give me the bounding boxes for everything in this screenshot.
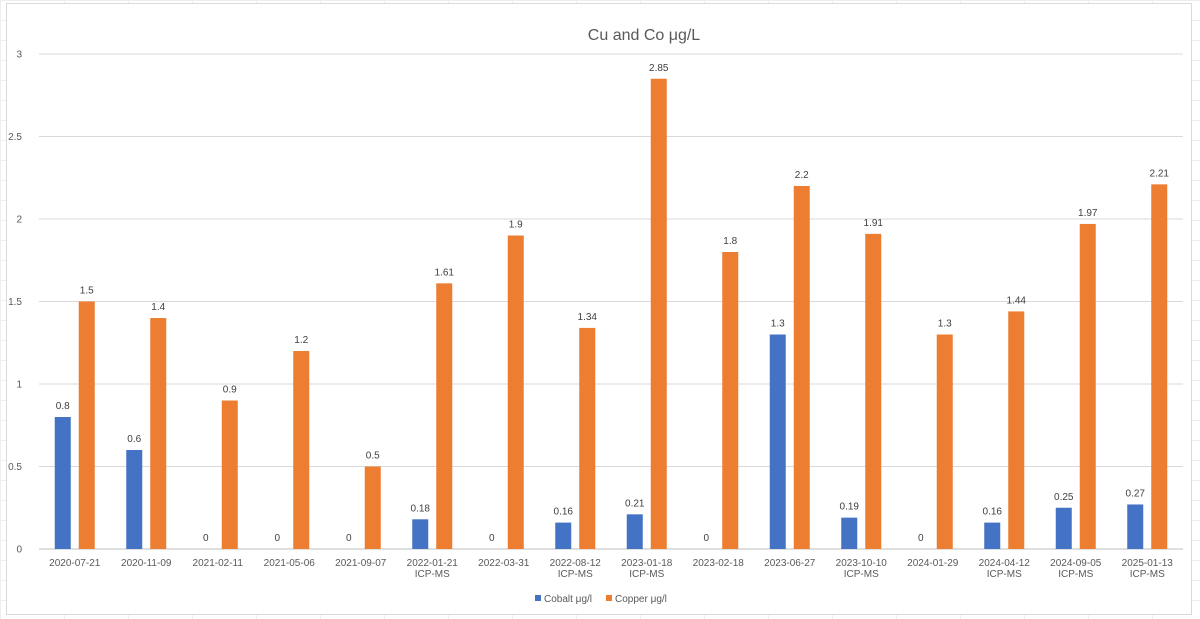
x-tick-label: 2025-01-13 — [1122, 558, 1174, 569]
x-tick-label: 2020-11-09 — [121, 558, 172, 569]
y-tick-label: 1 — [16, 380, 22, 391]
copper-bar[interactable] — [936, 334, 953, 550]
data-label: 1.2 — [294, 335, 308, 346]
x-tick-label: 2023-02-18 — [693, 558, 745, 569]
x-tick-label: 2021-05-06 — [264, 558, 316, 569]
x-tick-label: ICP-MS — [629, 569, 664, 580]
copper-bar[interactable] — [293, 351, 310, 549]
bar-chart: Cu and Co μg/L 0 0.5 1 1.5 2 2.5 3 0.8 1.5 0.6 1.… — [8, 27, 1183, 605]
x-tick-label: ICP-MS — [1058, 569, 1093, 580]
chart-title: Cu and Co μg/L — [588, 27, 701, 44]
copper-bar[interactable] — [793, 186, 810, 549]
data-label: 1.5 — [80, 286, 94, 297]
x-tick-label: ICP-MS — [844, 569, 879, 580]
copper-bar[interactable] — [436, 283, 453, 549]
data-label: 0.16 — [983, 507, 1003, 518]
cobalt-bar[interactable] — [412, 519, 429, 549]
cobalt-bar[interactable] — [1127, 504, 1144, 549]
cobalt-bar[interactable] — [626, 514, 643, 549]
copper-bar[interactable] — [722, 252, 739, 549]
copper-bar[interactable] — [1008, 311, 1025, 549]
data-label: 1.9 — [509, 220, 523, 231]
x-tick-label: 2022-01-21 — [407, 558, 459, 569]
data-label: 0.8 — [56, 401, 70, 412]
x-tick-label: 2022-03-31 — [478, 558, 530, 569]
data-label: 0 — [703, 533, 709, 544]
copper-bar[interactable] — [1079, 223, 1096, 549]
legend-label-copper: Copper μg/l — [615, 594, 667, 605]
x-tick-label: ICP-MS — [987, 569, 1022, 580]
x-tick-label: 2023-06-27 — [764, 558, 816, 569]
data-label: 0.19 — [840, 502, 860, 513]
data-label: 0.9 — [223, 385, 237, 396]
data-label: 1.91 — [864, 218, 884, 229]
data-label: 1.4 — [151, 302, 165, 313]
data-label: 0.16 — [554, 507, 574, 518]
data-label: 1.3 — [938, 319, 952, 330]
data-label: 1.97 — [1078, 208, 1098, 219]
data-label: 0.25 — [1054, 492, 1074, 503]
y-tick-label: 1.5 — [8, 297, 22, 308]
x-tick-label: 2023-10-10 — [836, 558, 888, 569]
copper-bar[interactable] — [865, 233, 882, 549]
y-tick-label: 0.5 — [8, 462, 22, 473]
copper-bar[interactable] — [221, 400, 238, 550]
legend-swatch-copper — [606, 595, 612, 601]
data-label: 0.27 — [1126, 488, 1146, 499]
data-label: 2.85 — [649, 63, 669, 74]
copper-bar[interactable] — [1151, 184, 1168, 549]
x-tick-label: ICP-MS — [415, 569, 450, 580]
x-tick-label: 2021-02-11 — [193, 558, 244, 569]
x-tick-label: 2020-07-21 — [49, 558, 101, 569]
copper-bar[interactable] — [579, 327, 596, 549]
y-tick-label: 3 — [16, 50, 22, 61]
x-tick-label: 2024-01-29 — [907, 558, 959, 569]
x-tick-label: 2023-01-18 — [621, 558, 673, 569]
y-tick-label: 0 — [16, 545, 22, 556]
copper-bar[interactable] — [78, 301, 95, 550]
y-tick-label: 2.5 — [8, 132, 22, 143]
cobalt-bar[interactable] — [984, 522, 1001, 549]
data-label: 0 — [274, 533, 280, 544]
data-label: 1.44 — [1007, 295, 1027, 306]
data-label: 2.21 — [1150, 168, 1170, 179]
legend-swatch-cobalt — [535, 595, 541, 601]
cobalt-bar[interactable] — [54, 417, 71, 549]
data-label: 1.8 — [723, 236, 737, 247]
x-tick-label: 2024-09-05 — [1050, 558, 1102, 569]
data-label: 0.18 — [411, 503, 431, 514]
cobalt-bar[interactable] — [555, 522, 572, 549]
copper-bar[interactable] — [364, 466, 381, 550]
data-label: 0.5 — [366, 451, 380, 462]
chart-area[interactable]: Cu and Co μg/L 0 0.5 1 1.5 2 2.5 3 0.8 1.5 0.6 1.… — [6, 3, 1192, 615]
data-label: 0 — [489, 533, 495, 544]
data-label: 0 — [203, 533, 209, 544]
cobalt-bar[interactable] — [126, 450, 143, 549]
cobalt-bar[interactable] — [841, 517, 858, 549]
x-tick-label: ICP-MS — [558, 569, 593, 580]
x-tick-label: 2021-09-07 — [335, 558, 387, 569]
data-label: 1.61 — [435, 267, 455, 278]
data-label: 0 — [346, 533, 352, 544]
data-label: 1.34 — [578, 312, 598, 323]
x-tick-label: 2022-08-12 — [550, 558, 602, 569]
data-label: 2.2 — [795, 170, 809, 181]
x-tick-label: 2024-04-12 — [979, 558, 1031, 569]
copper-bar[interactable] — [507, 235, 524, 550]
cobalt-bar[interactable] — [769, 334, 786, 550]
copper-bar[interactable] — [650, 78, 667, 549]
y-tick-label: 2 — [16, 215, 22, 226]
copper-bar[interactable] — [150, 318, 167, 549]
data-label: 0.6 — [127, 434, 141, 445]
data-label: 1.3 — [771, 319, 785, 330]
data-label: 0.21 — [625, 498, 645, 509]
x-tick-label: ICP-MS — [1130, 569, 1165, 580]
cobalt-bar[interactable] — [1055, 507, 1072, 549]
legend-label-cobalt: Cobalt μg/l — [544, 594, 592, 605]
data-label: 0 — [918, 533, 924, 544]
